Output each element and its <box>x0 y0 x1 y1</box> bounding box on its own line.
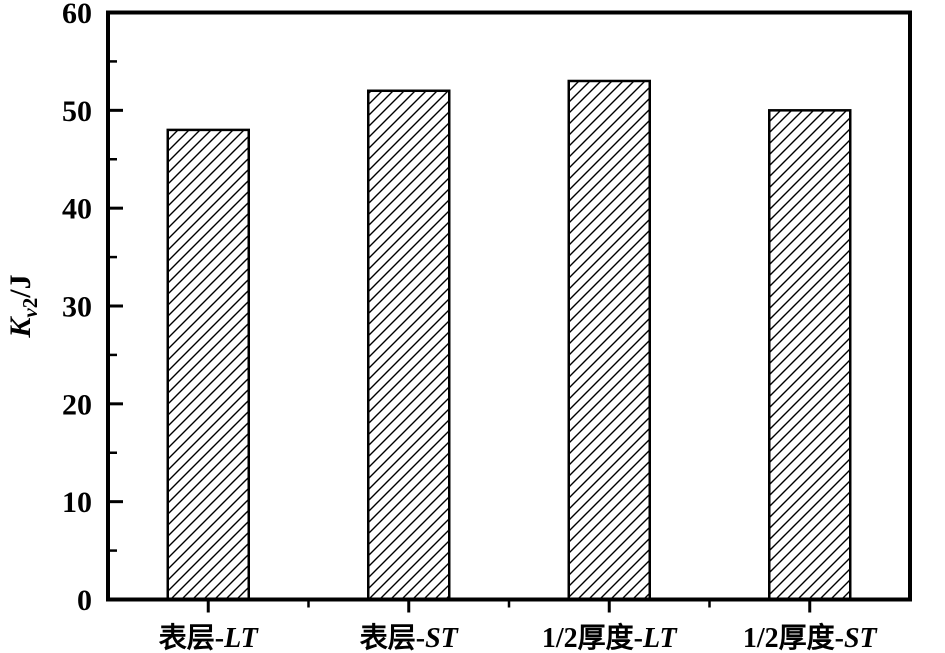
y-axis-title: Kv2/J <box>4 274 42 338</box>
bar-0 <box>166 128 250 601</box>
y-tick-label: 10 <box>62 486 92 519</box>
bar-2 <box>567 79 651 601</box>
y-tick-label: 30 <box>62 291 92 324</box>
y-tick-label: 20 <box>62 388 92 421</box>
y-tick-label: 0 <box>77 584 92 617</box>
x-category-label: 1/2厚度-LT <box>542 622 679 653</box>
bar-3 <box>768 109 852 601</box>
x-category-label: 表层-LT <box>159 622 260 653</box>
y-tick-label: 60 <box>62 0 92 30</box>
y-tick-label: 40 <box>62 193 92 226</box>
x-category-label: 表层-ST <box>360 622 460 653</box>
y-tick-label: 50 <box>62 95 92 128</box>
x-category-label: 1/2厚度-ST <box>743 622 879 653</box>
bar-1 <box>367 89 451 601</box>
